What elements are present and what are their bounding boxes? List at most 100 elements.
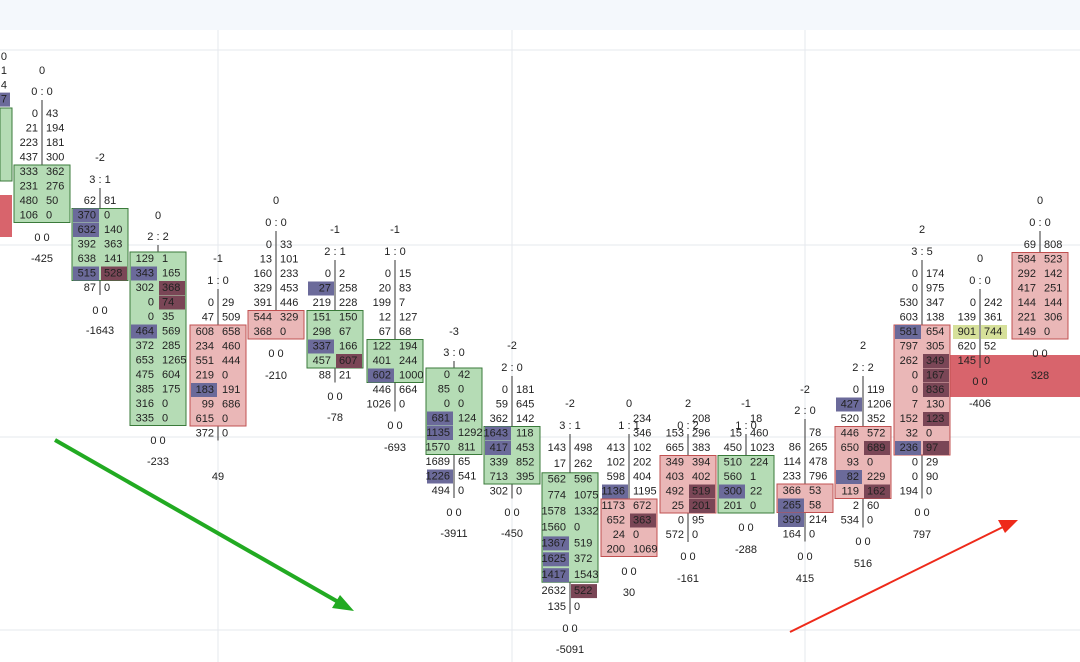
ask-volume: 0 xyxy=(692,529,698,541)
ask-volume: 74 xyxy=(162,296,174,308)
bid-volume: 530 xyxy=(900,297,918,309)
ask-volume: 528 xyxy=(104,267,122,279)
ask-volume: 68 xyxy=(399,326,411,338)
edge-value: 1 xyxy=(1,65,7,77)
bid-volume: 234 xyxy=(196,340,214,352)
ask-volume: 1069 xyxy=(633,543,657,555)
ask-volume: 42 xyxy=(458,369,470,381)
bid-volume: 417 xyxy=(490,442,508,454)
bid-volume: 15 xyxy=(730,427,742,439)
cell-highlight xyxy=(571,584,597,599)
bid-volume: 82 xyxy=(847,471,859,483)
bid-volume: 1560 xyxy=(542,521,566,533)
bid-volume: 219 xyxy=(196,369,214,381)
ask-volume: 836 xyxy=(926,384,944,396)
bid-volume: 114 xyxy=(783,456,801,468)
bid-volume: 1643 xyxy=(484,427,508,439)
cell-highlight xyxy=(336,354,362,368)
cell-highlight xyxy=(427,426,453,440)
bid-volume: 551 xyxy=(196,355,214,367)
ask-volume: 118 xyxy=(516,427,534,439)
bid-volume: 1367 xyxy=(542,537,566,549)
bid-volume: 457 xyxy=(313,355,331,367)
bid-volume: 391 xyxy=(254,297,272,309)
bid-volume: 32 xyxy=(906,427,918,439)
ask-volume: 123 xyxy=(926,413,944,425)
top-bar xyxy=(0,0,1080,30)
bid-volume: 562 xyxy=(548,474,566,486)
bid-volume: 464 xyxy=(136,325,154,337)
ask-volume: 0 xyxy=(458,398,464,410)
bid-volume: 87 xyxy=(84,282,96,294)
bid-volume: 12 xyxy=(379,311,391,323)
bid-volume: 302 xyxy=(136,282,154,294)
bid-volume: 901 xyxy=(958,326,976,338)
cell-highlight xyxy=(308,281,334,296)
ask-volume: 306 xyxy=(1044,311,1062,323)
cell-highlight xyxy=(73,223,99,237)
bid-volume: 0 xyxy=(912,369,918,381)
volume-bar xyxy=(950,355,1080,397)
columns: 0147422400 : 004321194223181437300333362… xyxy=(0,51,1069,656)
bid-volume: 300 xyxy=(724,485,742,497)
bid-volume: 1625 xyxy=(542,553,566,565)
cell-highlight xyxy=(131,324,157,339)
cell-highlight xyxy=(923,368,949,383)
bid-volume: 25 xyxy=(672,500,684,512)
bid-volume: 292 xyxy=(1018,268,1036,280)
ask-volume: 101 xyxy=(280,253,298,265)
bid-volume: 403 xyxy=(666,471,684,483)
bar-total: -5091 xyxy=(556,644,584,656)
bar-footer: 0 0 xyxy=(797,551,812,563)
bar-delta: 0 xyxy=(273,195,279,207)
bid-volume: 437 xyxy=(20,151,38,163)
ask-volume: 346 xyxy=(633,427,651,439)
bar-total: 30 xyxy=(623,587,635,599)
ask-volume: 744 xyxy=(984,326,1002,338)
ask-volume: 363 xyxy=(633,514,651,526)
bar-delta: 0 xyxy=(155,210,161,222)
bid-volume: 302 xyxy=(490,485,508,497)
ask-volume: 658 xyxy=(222,326,240,338)
ask-volume: 119 xyxy=(867,384,885,396)
bar-footer: 0 0 xyxy=(680,551,695,563)
ask-volume: 15 xyxy=(399,268,411,280)
bid-volume: 339 xyxy=(490,456,508,468)
bid-volume: 1173 xyxy=(601,500,625,512)
bar-total: -210 xyxy=(265,370,287,382)
bid-volume: 417 xyxy=(1018,282,1036,294)
bid-volume: 231 xyxy=(20,180,38,192)
bar-ratio: 1 : 0 xyxy=(207,275,228,287)
bid-volume: 24 xyxy=(613,529,625,541)
edge-value: 0 xyxy=(1,51,7,63)
bid-volume: 88 xyxy=(319,369,331,381)
bid-volume: 1226 xyxy=(426,470,450,482)
bid-volume: 713 xyxy=(490,471,508,483)
bar-total: -1643 xyxy=(86,325,114,337)
bar-footer: 0 0 xyxy=(504,507,519,519)
ask-volume: 0 xyxy=(1044,326,1050,338)
bid-volume: 152 xyxy=(900,413,918,425)
bar-footer: 0 0 xyxy=(268,348,283,360)
ask-volume: 97 xyxy=(926,442,938,454)
bid-volume: 427 xyxy=(841,398,859,410)
bar-footer: 0 0 xyxy=(972,376,987,388)
ask-volume: 174 xyxy=(926,268,944,280)
bar-ratio: 1 : 1 xyxy=(618,420,639,432)
bid-volume: 413 xyxy=(607,442,625,454)
ask-volume: 142 xyxy=(1044,268,1062,280)
bid-volume: 7 xyxy=(912,398,918,410)
bid-volume: 102 xyxy=(607,456,625,468)
bid-volume: 653 xyxy=(136,354,154,366)
bid-volume: 372 xyxy=(196,427,214,439)
bar-ratio: 2 : 2 xyxy=(852,362,873,374)
cell-highlight xyxy=(836,470,862,484)
ask-volume: 363 xyxy=(104,238,122,250)
cell-highlight xyxy=(73,208,99,223)
ask-volume: 22 xyxy=(750,485,762,497)
ask-volume: 141 xyxy=(104,253,122,265)
bid-volume: 0 xyxy=(502,384,508,396)
bid-volume: 0 xyxy=(912,282,918,294)
bid-volume: 233 xyxy=(783,470,801,482)
bid-volume: 615 xyxy=(196,413,214,425)
